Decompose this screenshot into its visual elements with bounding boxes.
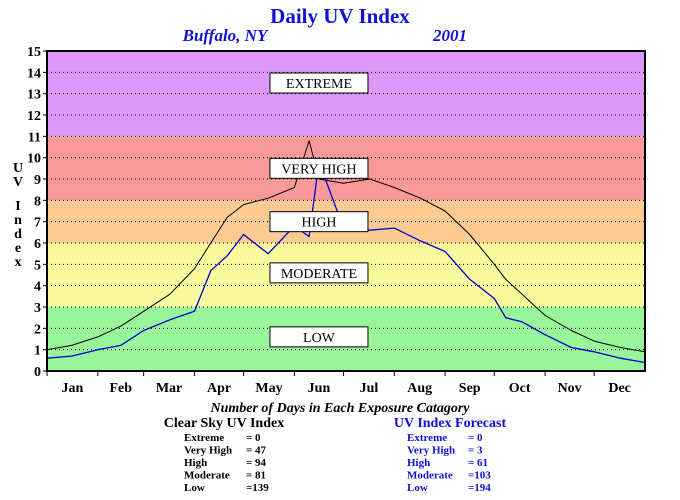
y-tick-label: 15 <box>27 45 41 60</box>
stats-label: Very High <box>184 445 232 457</box>
y-tick-label: 11 <box>28 130 41 145</box>
band-label-box-low <box>269 326 369 348</box>
band-label-box-high <box>269 211 369 233</box>
stats-value: =103 <box>468 470 491 482</box>
band-label-extreme: EXTREME <box>286 77 352 92</box>
x-tick-label: Feb <box>109 381 132 396</box>
y-tick-label: 12 <box>27 109 41 124</box>
stats-label: Moderate <box>184 470 230 482</box>
stats-label: Extreme <box>407 432 447 444</box>
y-tick-label: 8 <box>34 194 41 209</box>
y-axis-label-letter: U <box>13 161 23 176</box>
y-tick-label: 7 <box>34 216 41 231</box>
band-label-box-very-high <box>269 157 369 179</box>
stats-value: =139 <box>246 482 269 494</box>
y-axis-label-letter: n <box>14 213 22 228</box>
stats-value: = 3 <box>468 445 483 457</box>
stats-label: High <box>184 457 207 469</box>
y-tick-label: 3 <box>34 301 41 316</box>
plot-frame <box>46 50 646 372</box>
x-tick-label: Oct <box>509 381 531 396</box>
y-axis-label-letter: x <box>15 255 22 270</box>
x-tick-label: Jun <box>308 381 331 396</box>
stats-value: = 47 <box>246 445 267 457</box>
x-tick-label: Nov <box>558 381 582 396</box>
x-tick-label: Aug <box>407 381 432 396</box>
stats-label: Very High <box>407 445 455 457</box>
stats-value: = 0 <box>468 432 483 444</box>
series-line-clear-sky-uv-index <box>46 140 646 353</box>
y-tick-label: 10 <box>27 152 41 167</box>
stats-label: High <box>407 457 430 469</box>
stats-value: = 61 <box>468 457 488 469</box>
stats-value: = 0 <box>246 432 261 444</box>
y-axis-label-letter: d <box>14 227 22 242</box>
y-tick-label: 0 <box>34 365 41 380</box>
x-tick-label: May <box>255 381 282 396</box>
exposure-bands <box>47 51 645 371</box>
x-axis-ticks: Jan Feb Mar Apr May Jun Jul Aug Sep Oct Nov Dec <box>46 371 631 396</box>
category-labels: LOW MODERATE HIGH VERY HIGH EXTREME <box>269 72 369 348</box>
stats-label: Extreme <box>184 432 224 444</box>
stats-title-uv-index-forecast: UV Index Forecast <box>394 416 507 431</box>
stats-label: Moderate <box>407 470 453 482</box>
y-tick-label: 14 <box>27 66 41 81</box>
band-label-moderate: MODERATE <box>281 267 357 282</box>
stats-value: = 94 <box>246 457 267 469</box>
y-tick-label: 5 <box>34 258 41 273</box>
series-lines <box>46 140 646 364</box>
stats-title-clear-sky-uv-index: Clear Sky UV Index <box>164 416 284 431</box>
stats-value: = 81 <box>246 470 266 482</box>
y-tick-label: 9 <box>34 173 41 188</box>
x-tick-label: Dec <box>608 381 631 396</box>
band-label-box-extreme <box>269 72 369 94</box>
stats-value: =194 <box>468 482 491 494</box>
y-axis-label-letter: e <box>15 241 21 256</box>
stats-caption: Number of Days in Each Exposure Catagory <box>209 401 470 416</box>
chart-subtitle-year: 2001 <box>432 26 467 45</box>
y-axis-label-letter: I <box>15 199 20 214</box>
band-label-box-moderate <box>269 262 369 284</box>
x-tick-label: Mar <box>156 381 182 396</box>
x-tick-label: Jul <box>360 381 379 396</box>
y-tick-label: 4 <box>34 280 41 295</box>
band-label-low: LOW <box>303 331 336 346</box>
stats-label: Low <box>407 482 428 494</box>
y-axis-label-letter: V <box>13 175 23 190</box>
band-label-high: HIGH <box>301 216 336 231</box>
chart-subtitle-location: Buffalo, NY <box>182 26 269 45</box>
y-tick-label: 13 <box>27 88 41 103</box>
x-tick-label: Sep <box>459 381 481 396</box>
y-tick-label: 1 <box>34 344 41 359</box>
x-tick-label: Apr <box>207 381 231 396</box>
x-tick-label: Jan <box>61 381 83 396</box>
band-extreme <box>47 51 645 137</box>
series-line-uv-index-forecast <box>46 161 646 364</box>
y-tick-label: 6 <box>34 237 41 252</box>
chart-title: Daily UV Index <box>270 4 410 28</box>
stats-label: Low <box>184 482 205 494</box>
band-label-very-high: VERY HIGH <box>281 162 356 177</box>
y-tick-label: 2 <box>34 322 41 337</box>
